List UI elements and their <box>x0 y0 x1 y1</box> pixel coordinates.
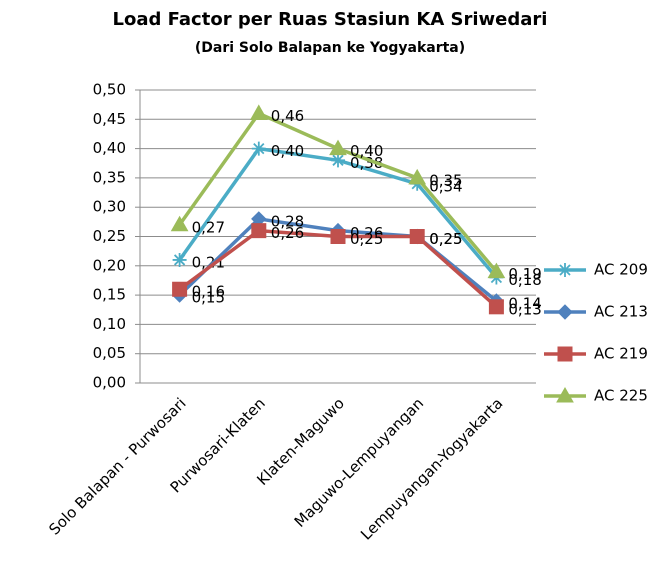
chart-title: Load Factor per Ruas Stasiun KA Sriwedar… <box>113 9 548 30</box>
marker <box>488 299 504 315</box>
data-label: 0,25 <box>429 230 462 248</box>
series: 0,27 0,46 0,40 0,35 0,19 <box>170 104 542 283</box>
marker <box>331 153 345 168</box>
marker <box>558 263 572 277</box>
marker <box>170 215 189 232</box>
marker <box>409 229 425 244</box>
marker <box>487 262 506 279</box>
y-tick-label: 0,05 <box>93 344 126 362</box>
marker <box>172 252 187 267</box>
y-tick-label: 0,30 <box>93 198 126 216</box>
series: 0,210,400,380,340,18 <box>172 141 542 289</box>
y-tick-label: 0,35 <box>93 168 126 186</box>
legend-label: AC 219 <box>594 345 648 363</box>
marker <box>557 346 573 362</box>
data-label: 0,34 <box>429 177 462 195</box>
marker <box>251 141 266 156</box>
marker <box>251 223 267 239</box>
data-label: 0,27 <box>192 218 225 236</box>
marker <box>557 304 573 320</box>
marker <box>249 104 268 120</box>
y-tick-label: 0,45 <box>93 110 126 128</box>
data-label: 0,19 <box>508 265 541 283</box>
y-tick-label: 0,25 <box>93 227 126 245</box>
data-label: 0,16 <box>192 283 225 301</box>
y-tick-label: 0,15 <box>93 286 126 304</box>
series: 0,16 0,26 0,25 0,25 0,13 <box>172 223 542 318</box>
y-tick-label: 0,00 <box>93 374 126 392</box>
x-tick-label: Solo Balapan - Purwosari <box>45 394 189 538</box>
data-label: 0,25 <box>429 230 462 248</box>
data-label: 0,38 <box>350 154 383 172</box>
marker <box>329 139 347 156</box>
y-tick-label: 0,40 <box>93 139 126 157</box>
data-label: 0,46 <box>271 107 304 125</box>
x-tick-label: Lempuyangan-Yogyakarta <box>357 394 506 543</box>
legend-label: AC 213 <box>594 303 648 321</box>
data-label: 0,18 <box>508 271 541 289</box>
y-tick-label: 0,10 <box>93 315 126 333</box>
data-label: 0,35 <box>429 171 462 189</box>
legend-label: AC 225 <box>594 387 648 405</box>
x-tick-label: Maguwo-Lempuyangan <box>291 394 428 531</box>
y-tick-label: 0,20 <box>93 256 126 274</box>
data-label: 0,40 <box>271 142 304 160</box>
chart-subtitle: (Dari Solo Balapan ke Yogyakarta) <box>195 40 465 56</box>
marker <box>172 281 188 297</box>
legend-label: AC 209 <box>594 261 648 279</box>
data-label: 0,25 <box>350 230 383 248</box>
marker <box>408 168 427 185</box>
marker <box>330 229 346 244</box>
data-label: 0,40 <box>350 142 383 160</box>
data-label: 0,15 <box>192 289 225 307</box>
data-label: 0,28 <box>271 212 304 230</box>
data-label: 0,26 <box>271 224 304 242</box>
y-tick-label: 0,50 <box>93 81 126 99</box>
data-label: 0,13 <box>508 300 541 318</box>
marker <box>556 386 574 403</box>
data-label: 0,14 <box>508 294 541 312</box>
